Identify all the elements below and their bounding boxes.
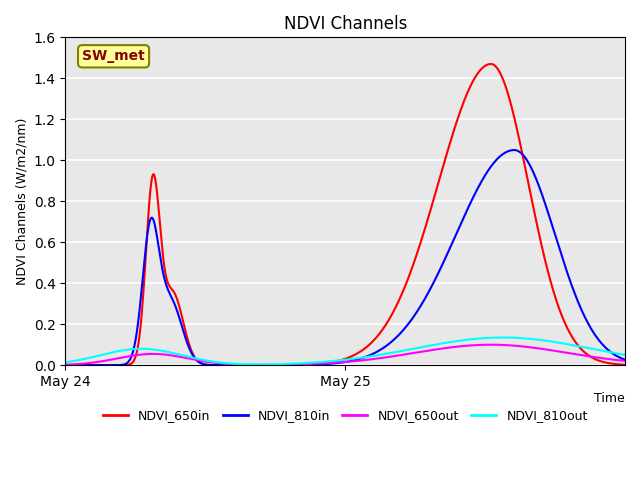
Text: SW_met: SW_met bbox=[82, 49, 145, 63]
Title: NDVI Channels: NDVI Channels bbox=[284, 15, 407, 33]
X-axis label: Time: Time bbox=[595, 392, 625, 405]
Legend: NDVI_650in, NDVI_810in, NDVI_650out, NDVI_810out: NDVI_650in, NDVI_810in, NDVI_650out, NDV… bbox=[98, 404, 593, 427]
Y-axis label: NDVI Channels (W/m2/nm): NDVI Channels (W/m2/nm) bbox=[15, 118, 28, 285]
